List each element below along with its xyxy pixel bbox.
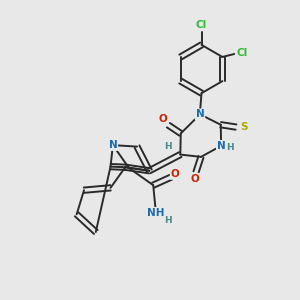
Text: O: O <box>159 114 167 124</box>
Text: N: N <box>196 110 204 119</box>
Text: Cl: Cl <box>236 47 248 58</box>
Text: Cl: Cl <box>196 20 207 30</box>
Text: N: N <box>217 141 226 151</box>
Text: O: O <box>190 174 199 184</box>
Text: NH: NH <box>147 208 164 218</box>
Text: S: S <box>241 122 248 132</box>
Text: H: H <box>164 142 172 151</box>
Text: H: H <box>164 216 172 225</box>
Text: H: H <box>226 143 234 152</box>
Text: N: N <box>109 140 117 150</box>
Text: O: O <box>171 169 179 179</box>
